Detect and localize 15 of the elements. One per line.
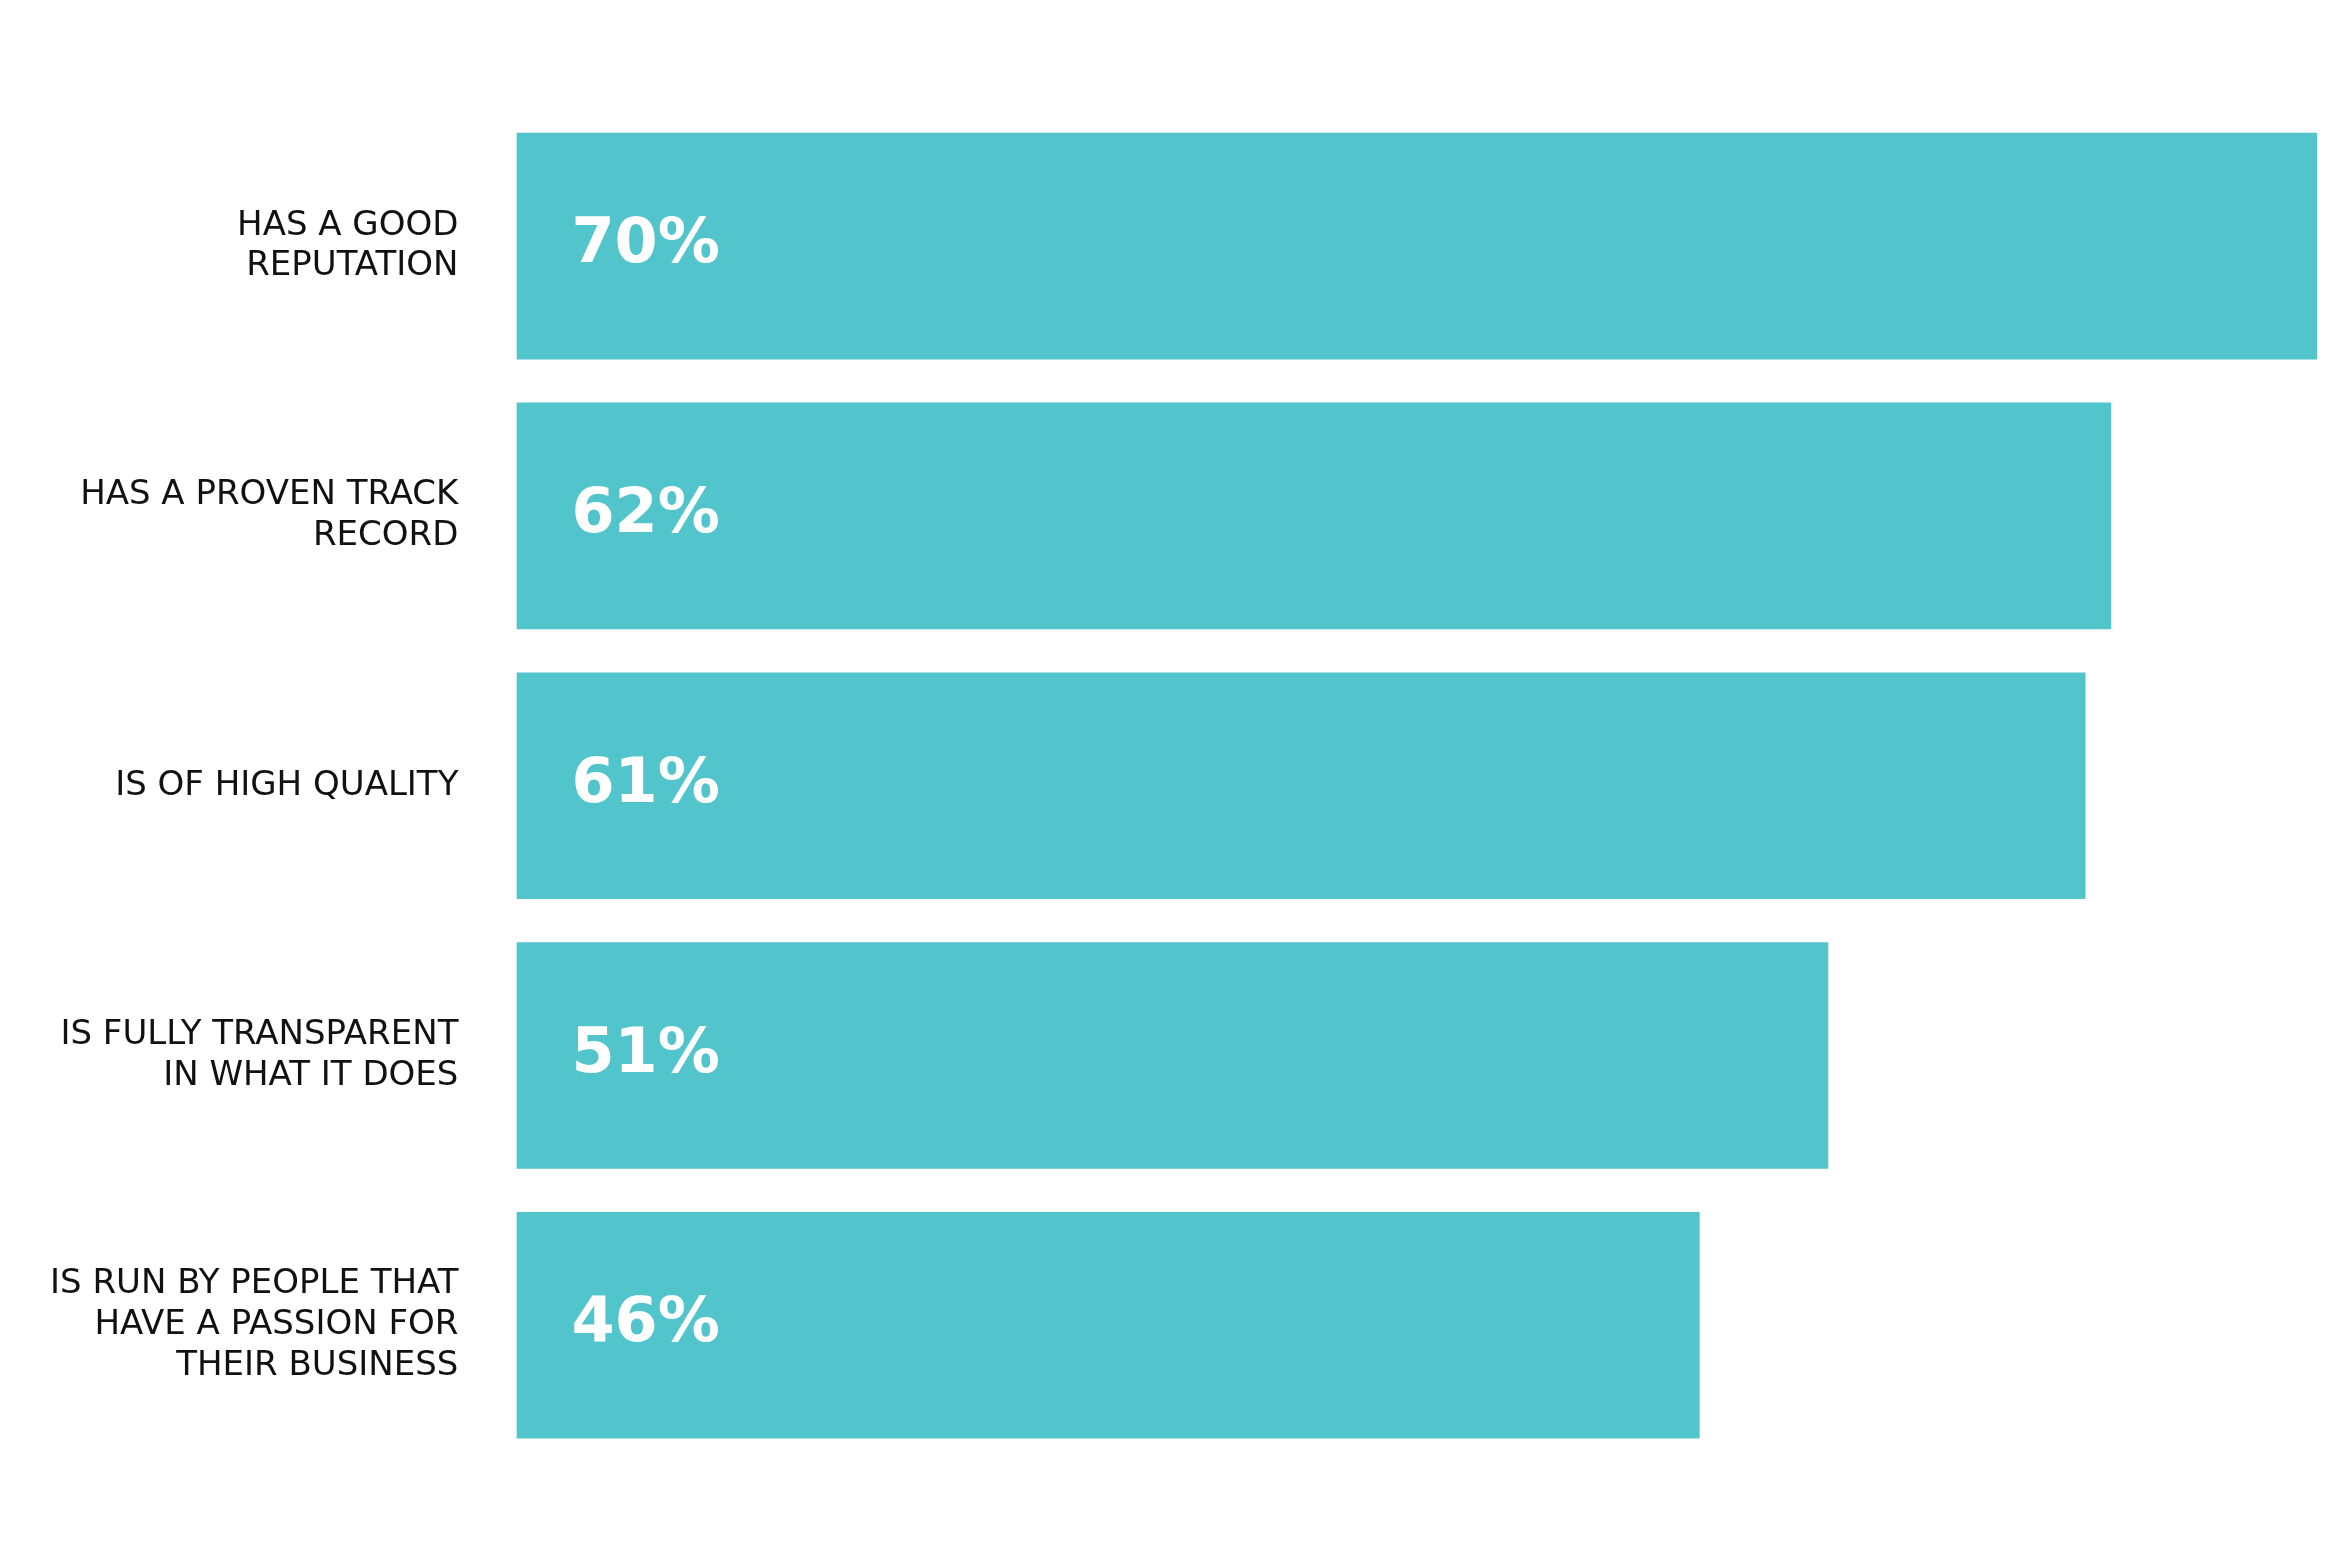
y-tick-label: IS OF HIGH QUALITY xyxy=(115,762,459,803)
data-label: 51% xyxy=(571,1013,720,1087)
y-tick-label: HAS A GOOD REPUTATION xyxy=(237,202,459,284)
data-label: 46% xyxy=(571,1283,720,1357)
y-tick-label: HAS A PROVEN TRACK RECORD xyxy=(80,472,461,554)
bar xyxy=(516,942,1829,1169)
bar xyxy=(516,672,2086,900)
bar xyxy=(516,1211,1700,1439)
bar xyxy=(516,132,2317,360)
y-tick-label: IS FULLY TRANSPARENT IN WHAT IT DOES xyxy=(60,1011,459,1093)
data-label: 61% xyxy=(571,743,720,817)
bar xyxy=(516,402,2112,630)
data-label: 62% xyxy=(571,474,720,548)
y-tick-label: IS RUN BY PEOPLE THAT HAVE A PASSION FOR THEIR BUSINESS xyxy=(49,1261,459,1383)
data-label: 70% xyxy=(571,204,720,278)
